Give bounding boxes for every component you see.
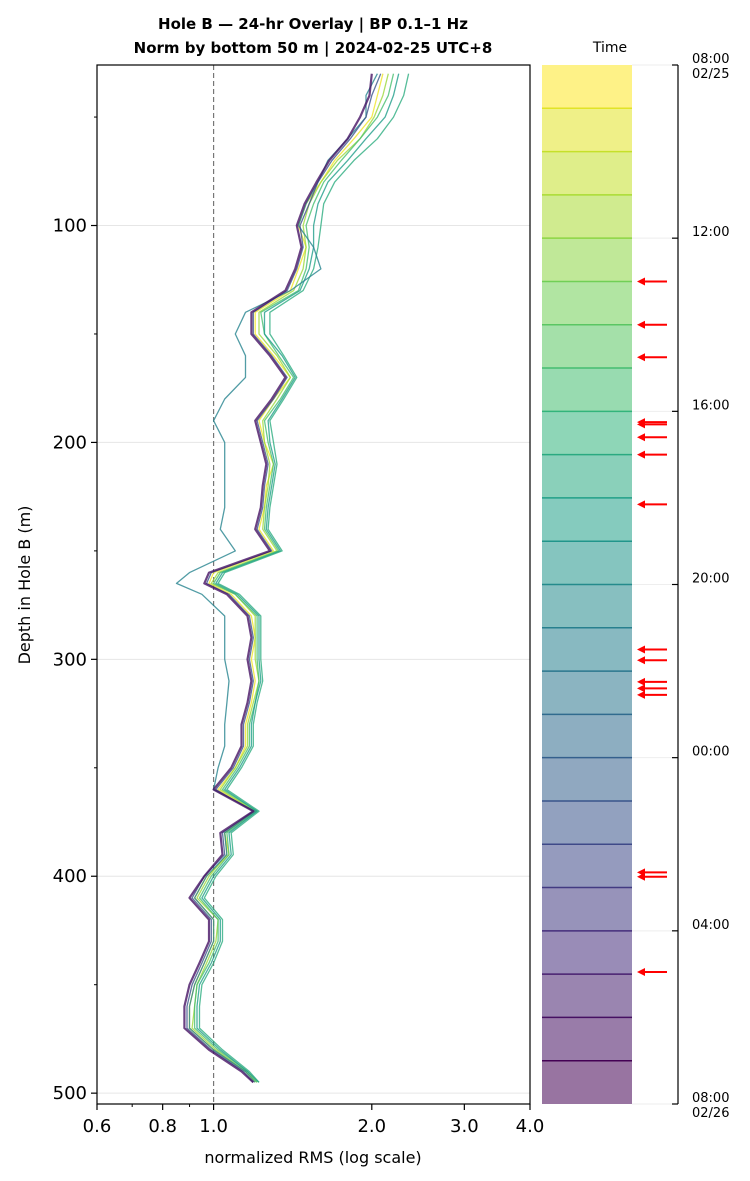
event-marker-head xyxy=(637,420,645,429)
x-tick-label: 2.0 xyxy=(357,1116,386,1137)
colorbar-band xyxy=(542,541,632,585)
colorbar-tick-label: 20:00 xyxy=(692,572,729,587)
y-tick-label: 300 xyxy=(53,649,87,670)
colorbar-tick-label: 04:00 xyxy=(692,918,729,933)
colorbar-band xyxy=(542,1060,632,1104)
x-axis-ticks: 0.6 0.8 1.0 2.0 3.0 4.0 xyxy=(83,1104,545,1137)
colorbar-band xyxy=(542,454,632,498)
y-tick-label: 100 xyxy=(53,216,87,237)
colorbar-tick-label: 08:00 02/25 xyxy=(692,52,729,82)
colorbar-band xyxy=(542,108,632,152)
y-axis-label: Depth in Hole B (m) xyxy=(15,506,34,665)
series-line xyxy=(183,73,373,1084)
x-tick-label: 0.8 xyxy=(148,1116,177,1137)
event-marker-head xyxy=(637,433,645,442)
event-marker-head xyxy=(637,320,645,329)
series-line xyxy=(198,73,410,1083)
y-axis-ticks: 100 200 300 400 500 xyxy=(53,116,97,1104)
series-line xyxy=(193,73,395,1083)
x-tick-label: 4.0 xyxy=(516,1116,545,1137)
colorbar-band xyxy=(542,281,632,325)
chart-subtitle: Norm by bottom 50 m | 2024-02-25 UTC+8 xyxy=(134,39,493,58)
event-marker-head xyxy=(637,690,645,699)
colorbar-band xyxy=(542,584,632,628)
x-axis-label: normalized RMS (log scale) xyxy=(204,1148,421,1167)
colorbar-band xyxy=(542,671,632,715)
event-marker-head xyxy=(637,677,645,686)
colorbar-tick-label: 16:00 xyxy=(692,398,729,413)
event-marker-head xyxy=(637,277,645,286)
colorbar-band xyxy=(542,497,632,542)
y-tick-label: 200 xyxy=(53,432,87,453)
y-tick-label: 500 xyxy=(53,1083,87,1104)
colorbar-band xyxy=(542,974,632,1018)
colorbar-band xyxy=(542,151,632,195)
colorbar-band xyxy=(542,194,632,239)
colorbar-bands xyxy=(542,65,632,1104)
colorbar: 08:00 02/25 12:00 16:00 20:00 00:00 04:00 08:00… xyxy=(542,40,729,1121)
x-tick-label: 1.0 xyxy=(199,1116,228,1137)
event-marker-head xyxy=(637,967,645,976)
event-markers xyxy=(637,277,667,976)
event-marker-head xyxy=(637,450,645,459)
colorbar-band xyxy=(542,887,632,931)
plot-frame xyxy=(96,64,531,1105)
event-marker-head xyxy=(637,645,645,654)
series-line xyxy=(186,73,382,1083)
colorbar-band xyxy=(542,714,632,758)
colorbar-band xyxy=(542,65,632,109)
colorbar-band xyxy=(542,368,632,412)
x-tick-label: 3.0 xyxy=(450,1116,479,1137)
colorbar-band xyxy=(542,930,632,975)
colorbar-ticks: 08:00 02/25 12:00 16:00 20:00 00:00 04:00 08:00… xyxy=(632,52,729,1121)
colorbar-band xyxy=(542,238,632,282)
plot-area: 0.6 0.8 1.0 2.0 3.0 4.0 100 200 300 400 500 xyxy=(53,64,545,1137)
series-line xyxy=(175,73,378,1083)
event-marker-head xyxy=(637,656,645,665)
colorbar-tick-label: 08:00 02/26 xyxy=(692,1091,729,1121)
event-marker-head xyxy=(637,500,645,509)
event-marker-head xyxy=(637,872,645,881)
x-tick-label: 0.6 xyxy=(83,1116,112,1137)
colorbar-tick-label: 00:00 xyxy=(692,745,729,760)
horizontal-gridlines xyxy=(97,225,530,1094)
y-tick-label: 400 xyxy=(53,866,87,887)
colorbar-band xyxy=(542,800,632,845)
colorbar-band xyxy=(542,757,632,801)
chart-title: Hole B — 24-hr Overlay | BP 0.1–1 Hz xyxy=(158,15,468,34)
colorbar-band xyxy=(542,1017,632,1061)
event-marker-head xyxy=(637,684,645,693)
colorbar-band xyxy=(542,411,632,455)
colorbar-band xyxy=(542,627,632,672)
colorbar-label: Time xyxy=(592,40,627,56)
colorbar-band xyxy=(542,844,632,888)
colorbar-tick-label: 12:00 xyxy=(692,225,729,240)
colorbar-band xyxy=(542,324,632,369)
series-group xyxy=(175,73,410,1084)
event-marker-head xyxy=(637,353,645,362)
